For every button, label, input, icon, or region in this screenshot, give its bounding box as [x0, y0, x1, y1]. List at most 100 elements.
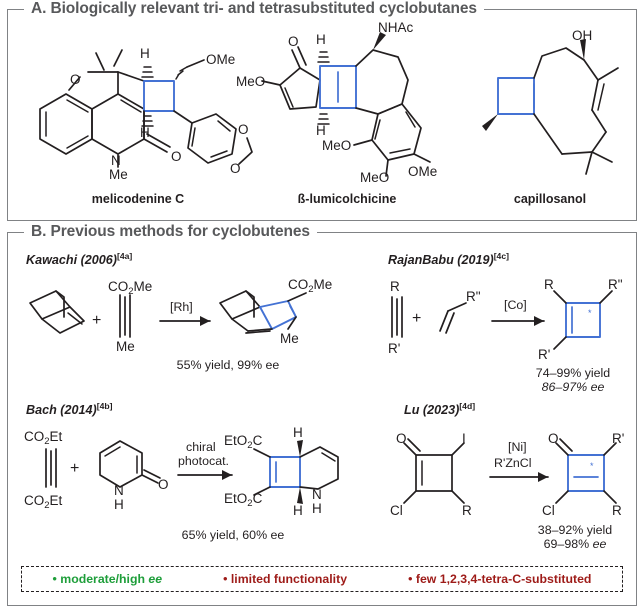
method-ref-bach: [4b]: [96, 401, 113, 411]
panel-b-legend: B. Previous methods for cyclobutenes: [24, 223, 317, 241]
svg-text:+: +: [412, 310, 421, 327]
svg-text:EtO2C: EtO2C: [224, 433, 263, 451]
svg-text:R": R": [608, 277, 623, 292]
svg-text:O: O: [230, 161, 241, 176]
svg-text:CO2Me: CO2Me: [108, 279, 152, 297]
compound-name-capillosanol: capillosanol: [513, 192, 587, 206]
svg-text:Me: Me: [116, 339, 135, 354]
svg-text:Cl: Cl: [542, 503, 555, 518]
result-rajanbabu-line2: 86–97% ee: [541, 380, 605, 394]
svg-text:Cl: Cl: [390, 503, 403, 518]
scheme-kawachi: + CO2Me Me [Rh] CO2Me Me: [20, 273, 332, 354]
svg-text:+: +: [70, 460, 79, 477]
svg-text:photocat.: photocat.: [178, 454, 229, 468]
result-bach: 65% yield, 60% ee: [128, 528, 338, 542]
svg-text:*: *: [590, 461, 594, 471]
svg-text:O: O: [238, 122, 249, 137]
result-bach-line1: 65% yield, 60% ee: [181, 528, 285, 542]
bullet-icon: •: [52, 572, 57, 586]
scheme-rajanbabu: R R' + R" [Co] * R R" R': [368, 275, 628, 367]
summary-item-functionality: • limited functionality: [223, 572, 347, 586]
svg-text:EtO2C: EtO2C: [224, 491, 263, 509]
svg-text:[Rh]: [Rh]: [170, 300, 193, 314]
bullet-icon: •: [408, 572, 413, 586]
svg-text:H: H: [114, 497, 124, 512]
result-rajanbabu: 74–99% yield 86–97% ee: [498, 366, 644, 394]
svg-text:Me: Me: [280, 331, 299, 346]
svg-text:R': R': [612, 431, 624, 446]
svg-text:CO2Me: CO2Me: [288, 277, 332, 295]
summary-text-ee: moderate/high ee: [60, 572, 163, 586]
result-lu-line2: 69–98% ee: [543, 537, 607, 551]
method-header-bach: Bach (2014)[4b]: [26, 401, 112, 417]
svg-text:H: H: [312, 501, 322, 516]
result-kawachi-line1: 55% yield, 99% ee: [176, 358, 280, 372]
svg-text:Me: Me: [109, 167, 128, 182]
svg-text:NHAc: NHAc: [378, 20, 414, 35]
svg-text:[Co]: [Co]: [504, 298, 527, 312]
svg-text:CO2Et: CO2Et: [24, 493, 63, 511]
svg-text:chiral: chiral: [186, 440, 216, 454]
svg-text:H: H: [293, 503, 303, 518]
svg-text:H: H: [316, 32, 326, 47]
method-header-rajanbabu: RajanBabu (2019)[4c]: [388, 251, 509, 267]
scheme-lu: O I Cl R [Ni] R'ZnCl * O R' Cl R: [390, 429, 630, 525]
svg-text:I: I: [462, 431, 466, 446]
compound-name-beta-lumicolchicine: ß-lumicolchicine: [297, 192, 397, 206]
svg-text:MeO: MeO: [236, 74, 265, 89]
summary-box: • moderate/high ee • limited functionali…: [21, 566, 623, 592]
method-header-lu: Lu (2023)[4d]: [404, 401, 475, 417]
panel-b-previous-methods: B. Previous methods for cyclobutenes Kaw…: [7, 223, 637, 606]
svg-text:OMe: OMe: [206, 52, 235, 67]
method-ref-lu: [4d]: [459, 401, 476, 411]
result-lu-line1: 38–92% yield: [537, 523, 613, 537]
svg-text:N: N: [114, 483, 124, 498]
svg-text:R': R': [388, 341, 400, 356]
summary-item-tetra-substituted: • few 1,2,3,4-tetra-C-substituted: [408, 572, 591, 586]
result-lu: 38–92% yield 69–98% ee: [500, 523, 644, 551]
svg-text:O: O: [171, 149, 182, 164]
summary-item-ee: • moderate/high ee: [53, 572, 163, 586]
svg-text:R: R: [612, 503, 622, 518]
structure-beta-lumicolchicine: O MeO H H NHAc MeO MeO: [236, 20, 448, 185]
summary-text-tetra-substituted: few 1,2,3,4-tetra-C-substituted: [415, 572, 592, 586]
svg-text:N: N: [111, 153, 121, 168]
method-author-rajanbabu: RajanBabu (2019): [388, 253, 494, 268]
svg-text:R: R: [390, 279, 400, 294]
structure-capillosanol: OH: [480, 26, 640, 181]
svg-text:O: O: [396, 431, 407, 446]
svg-text:N: N: [312, 487, 322, 502]
structure-melicodenine-c: O N Me O H H OMe: [26, 22, 256, 182]
compound-name-melicodenine-c: melicodenine C: [91, 192, 185, 206]
svg-text:OMe: OMe: [408, 164, 437, 179]
svg-text:H: H: [316, 123, 326, 138]
scheme-bach: CO2Et CO2Et + N H O chiral photocat. EtO…: [18, 423, 339, 519]
bullet-icon: •: [223, 572, 228, 586]
svg-text:OH: OH: [572, 28, 592, 43]
svg-text:[Ni]: [Ni]: [508, 440, 527, 454]
svg-text:MeO: MeO: [360, 170, 389, 185]
svg-text:O: O: [158, 477, 169, 492]
method-ref-kawachi: [4a]: [117, 251, 133, 261]
svg-text:CO2Et: CO2Et: [24, 429, 63, 447]
method-author-lu: Lu (2023): [404, 403, 460, 418]
method-author-bach: Bach (2014): [26, 403, 97, 418]
svg-text:R": R": [466, 289, 481, 304]
svg-text:+: +: [92, 312, 101, 329]
result-rajanbabu-line1: 74–99% yield: [535, 366, 611, 380]
summary-text-functionality: limited functionality: [230, 572, 348, 586]
method-author-kawachi: Kawachi (2006): [26, 253, 117, 268]
svg-text:*: *: [588, 308, 592, 318]
method-header-kawachi: Kawachi (2006)[4a]: [26, 251, 132, 267]
result-kawachi: 55% yield, 99% ee: [128, 358, 328, 372]
svg-text:R: R: [544, 277, 554, 292]
svg-text:H: H: [140, 46, 150, 61]
panel-a-biologically-relevant: A. Biologically relevant tri- and tetras…: [7, 0, 640, 221]
svg-text:O: O: [288, 34, 299, 49]
svg-text:R: R: [462, 503, 472, 518]
svg-text:R': R': [538, 347, 550, 362]
method-ref-rajanbabu: [4c]: [493, 251, 509, 261]
svg-text:H: H: [140, 125, 150, 140]
svg-text:R'ZnCl: R'ZnCl: [494, 456, 531, 470]
panel-a-legend: A. Biologically relevant tri- and tetras…: [24, 0, 484, 18]
